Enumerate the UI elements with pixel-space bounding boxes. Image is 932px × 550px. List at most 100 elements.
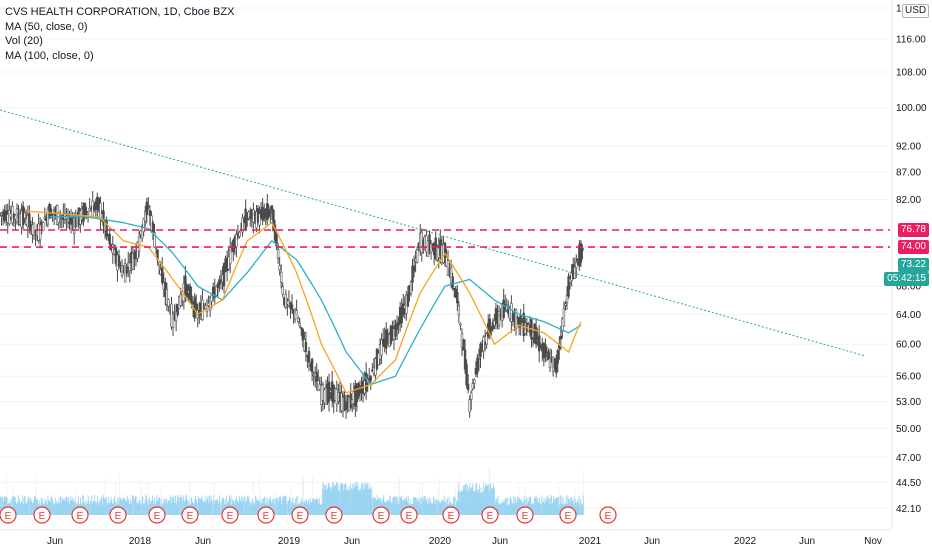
volume-bar (458, 483, 460, 515)
svg-text:E: E (187, 511, 194, 522)
candle-body (579, 242, 583, 263)
volume-bar (29, 498, 31, 515)
candle-body (235, 233, 238, 247)
candle-body (562, 308, 566, 327)
volume-bar (357, 483, 359, 515)
moving-averages (24, 210, 582, 394)
candle-body (400, 307, 403, 324)
earnings-marker[interactable]: E (257, 506, 275, 524)
earnings-marker[interactable]: E (559, 506, 577, 524)
volume-bar (394, 495, 396, 515)
volume-bar (487, 485, 489, 515)
volume-bar (3, 496, 5, 515)
volume-bar (207, 496, 209, 515)
volume-bar (229, 497, 231, 515)
volume-spike (372, 487, 373, 513)
earnings-marker[interactable]: E (291, 506, 309, 524)
volume-bar (478, 489, 480, 515)
candle-body (564, 303, 567, 306)
volume-bar (510, 497, 512, 515)
volume-bar (365, 485, 367, 515)
volume-bar (344, 484, 346, 515)
volume-bar (429, 497, 431, 515)
volume-bar (354, 486, 356, 515)
volume-bar (562, 497, 564, 515)
earnings-marker[interactable]: E (400, 506, 418, 524)
volume-bar (97, 496, 99, 515)
earnings-marker[interactable]: E (33, 506, 51, 524)
volume-bar (128, 500, 130, 515)
volume-bar (49, 502, 51, 515)
earnings-marker[interactable]: E (148, 506, 166, 524)
volume-bar (532, 503, 534, 515)
volume-bar (119, 497, 121, 515)
volume-bar (505, 498, 506, 515)
earnings-marker[interactable]: E (181, 506, 199, 524)
volume-bar (54, 503, 56, 515)
volume-bar (397, 504, 399, 515)
volume-bar (226, 495, 228, 515)
volume-spike (74, 487, 76, 513)
volume-spike (518, 483, 520, 509)
symbol-title[interactable]: CVS HEALTH CORPORATION, 1D, Cboe BZX (5, 6, 235, 18)
candle-body (465, 363, 468, 386)
volume-bar (370, 486, 372, 515)
volume-bar (461, 491, 463, 515)
candle-body (151, 222, 155, 232)
volume-bar (510, 499, 512, 515)
currency-label[interactable]: USD (902, 4, 930, 18)
volume-bar (136, 503, 138, 515)
volume-bar (91, 495, 93, 515)
earnings-marker[interactable]: E (221, 506, 239, 524)
volume-bar (218, 495, 220, 515)
volume-bar (465, 483, 467, 515)
legend-volume[interactable]: Vol (20) (5, 35, 43, 47)
volume-bar (318, 498, 320, 515)
earnings-marker[interactable]: E (442, 506, 460, 524)
volume-bar (505, 497, 507, 515)
volume-bar (453, 497, 455, 515)
candle-body (153, 232, 156, 248)
time-axis[interactable]: Jun 2018 Jun 2019 Jun 2020 Jun 2021 Jun 2022 Jun No… (0, 529, 890, 547)
volume-bar (467, 490, 469, 515)
volume-bar (498, 504, 500, 515)
volume-bar (183, 495, 185, 515)
volume-bar (69, 499, 71, 515)
time-tick-label: 2021 (579, 536, 602, 547)
volume-spike (289, 485, 291, 511)
volume-spike (119, 475, 121, 501)
volume-bar (459, 491, 460, 515)
volume-bar (383, 495, 385, 515)
earnings-marker[interactable]: E (325, 506, 343, 524)
svg-text:E: E (154, 511, 161, 522)
earnings-marker[interactable]: E (0, 506, 17, 524)
earnings-marker[interactable]: E (372, 506, 390, 524)
volume-bar (165, 499, 167, 515)
volume-bar (104, 499, 106, 515)
volume-bar (327, 483, 329, 515)
volume-bar (349, 490, 351, 515)
candle-body (466, 383, 470, 391)
svg-text:E: E (297, 511, 304, 522)
volume-bar (21, 501, 23, 515)
candle-body (443, 242, 447, 257)
volume-bar (561, 496, 563, 515)
legend-ma100[interactable]: MA (100, close, 0) (5, 49, 94, 62)
volume-bar (71, 500, 73, 515)
legend-ma50[interactable]: MA (50, close, 0) (5, 20, 88, 33)
candle-body (307, 351, 311, 363)
candle-body (23, 212, 26, 219)
volume-bar (276, 499, 278, 515)
earnings-marker[interactable]: E (599, 506, 617, 524)
earnings-marker[interactable]: E (71, 506, 89, 524)
earnings-marker[interactable]: E (516, 506, 534, 524)
volume-bar (131, 501, 133, 515)
volume-spike (252, 481, 254, 507)
candle-body (485, 333, 488, 345)
volume-bar (375, 499, 377, 515)
earnings-marker[interactable]: E (109, 506, 127, 524)
volume-bar (14, 495, 15, 515)
volume-bar (24, 496, 26, 515)
earnings-marker[interactable]: E (481, 506, 499, 524)
